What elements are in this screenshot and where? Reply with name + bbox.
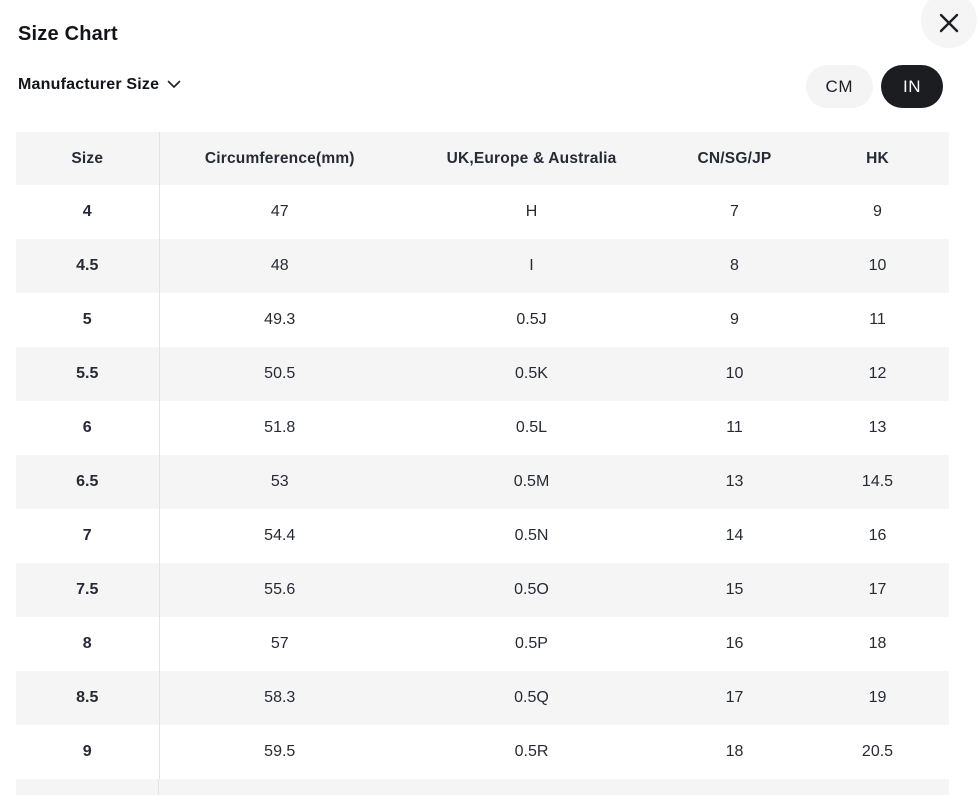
table-cell: 6 <box>16 401 160 455</box>
table-cell: 19 <box>806 671 949 725</box>
table-cell: 54.4 <box>264 527 296 544</box>
table-cell: 9 <box>16 725 160 779</box>
table-row: 5 49.3 0.5J 9 11 <box>16 293 949 347</box>
table-cell: 10 <box>806 239 949 293</box>
table-cell: 49.3 <box>264 311 296 328</box>
table-cell: 0.5M <box>400 455 663 509</box>
table-cell: 14.5 <box>806 455 949 509</box>
table-cell: 0.5O <box>400 563 663 617</box>
table-cell: H <box>525 203 538 220</box>
table-cell: 0.5N <box>514 527 549 544</box>
table-cell: 16 <box>868 527 887 544</box>
table-cell: 7 <box>16 509 160 563</box>
table-cell: I <box>400 239 663 293</box>
table-cell: 0.5Q <box>400 671 663 725</box>
table-cell: 58.3 <box>159 671 400 725</box>
table-cell: 59.5 <box>264 743 296 760</box>
table-row: 5.5 50.5 0.5K 10 12 <box>16 347 949 401</box>
unit-button-in[interactable]: IN <box>881 65 943 108</box>
table-cell: 53 <box>159 455 400 509</box>
table-cell: 16 <box>725 635 744 652</box>
table-row: 8.5 58.3 0.5Q 17 19 <box>16 671 949 725</box>
table-cell: 20.5 <box>861 743 894 760</box>
table-cell: 8 <box>663 239 806 293</box>
table-cell: 7.5 <box>16 563 160 617</box>
chevron-down-icon <box>167 76 181 94</box>
table-cell: 15 <box>663 563 806 617</box>
page-title: Size Chart <box>18 23 118 45</box>
table-cell: 13 <box>663 455 806 509</box>
table-cell: 10 <box>663 347 806 401</box>
table-cell: 0.5K <box>400 347 663 401</box>
table-cell: 0.5R <box>514 743 549 760</box>
table-cell: 55.6 <box>159 563 400 617</box>
table-cell: 11 <box>869 311 886 328</box>
table-row: 7.5 55.6 0.5O 15 17 <box>16 563 949 617</box>
close-icon <box>938 12 960 34</box>
table-cell: 57 <box>270 635 289 652</box>
table-cell: 50.5 <box>159 347 400 401</box>
table-cell: 8.5 <box>16 671 160 725</box>
table-row: 4 47 H 7 9 <box>16 185 949 239</box>
table-cell: 8 <box>16 617 160 671</box>
table-cell: 0.5J <box>516 311 547 328</box>
column-header-uk-europe-australia: UK,Europe & Australia <box>400 132 663 185</box>
table-cell: 11 <box>726 419 743 436</box>
table-cell: 18 <box>868 635 887 652</box>
column-header-cn-sg-jp: CN/SG/JP <box>663 132 806 185</box>
table-row: 7 54.4 0.5N 14 16 <box>16 509 949 563</box>
table-cell: 51.8 <box>264 419 296 436</box>
unit-toggle: CM IN <box>805 65 943 108</box>
table-cell: 17 <box>806 563 949 617</box>
table-cell: 5.5 <box>16 347 160 401</box>
table-cell: 13 <box>868 419 887 436</box>
table-cell: 9 <box>730 311 739 328</box>
table-cell: 0.5P <box>515 635 548 652</box>
table-cell: 48 <box>159 239 400 293</box>
table-cell: 5 <box>16 293 160 347</box>
table-cell: 9 <box>873 203 882 220</box>
manufacturer-size-label: Manufacturer Size <box>18 76 160 93</box>
table-row: 6.5 53 0.5M 13 14.5 <box>16 455 949 509</box>
table-cell: 0.5L <box>515 419 548 436</box>
table-row: 8 57 0.5P 16 18 <box>16 617 949 671</box>
table-cell: 17 <box>663 671 806 725</box>
table-row: 6 51.8 0.5L 11 13 <box>16 401 949 455</box>
table-row: 9 59.5 0.5R 18 20.5 <box>16 725 949 779</box>
table-cell: 47 <box>270 203 289 220</box>
table-cell: 18 <box>725 743 744 760</box>
table-cell: 14 <box>725 527 744 544</box>
table-cell: 4.5 <box>16 239 160 293</box>
manufacturer-size-dropdown[interactable]: Manufacturer Size <box>18 76 181 94</box>
table-header-row: Size Circumference(mm) UK,Europe & Austr… <box>16 132 949 185</box>
close-button[interactable] <box>921 0 977 48</box>
column-header-size: Size <box>16 132 160 185</box>
size-chart-table: Size Circumference(mm) UK,Europe & Austr… <box>16 132 949 779</box>
table-row-partial <box>16 779 949 795</box>
column-divider <box>158 779 159 795</box>
table-cell: 4 <box>16 185 160 239</box>
unit-button-cm[interactable]: CM <box>805 65 873 108</box>
table-cell: 12 <box>806 347 949 401</box>
table-cell: 6.5 <box>16 455 160 509</box>
column-header-circumference: Circumference(mm) <box>159 132 400 185</box>
table-row: 4.5 48 I 8 10 <box>16 239 949 293</box>
table-cell: 7 <box>730 203 739 220</box>
column-header-hk: HK <box>806 132 949 185</box>
